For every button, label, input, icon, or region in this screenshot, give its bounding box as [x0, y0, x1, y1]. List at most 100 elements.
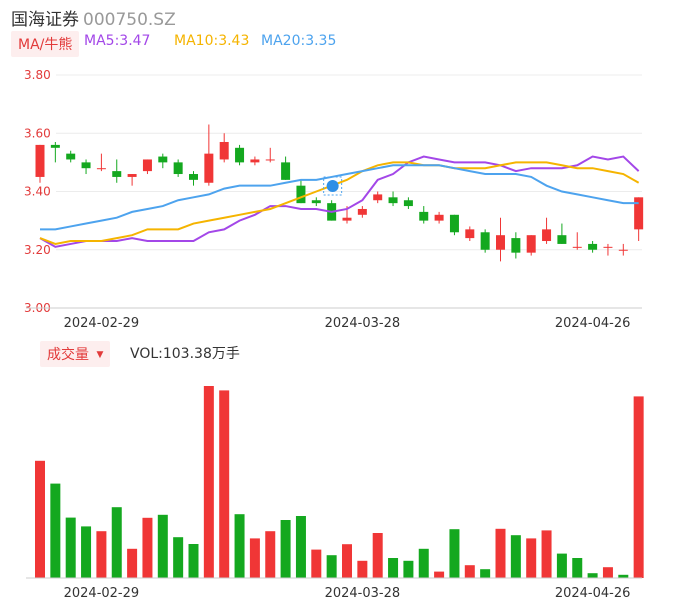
- candle-body: [265, 159, 275, 161]
- candle-body: [296, 185, 306, 204]
- candle: [96, 153, 106, 172]
- candle-body: [480, 232, 490, 250]
- candle-body: [634, 197, 644, 230]
- candle-body: [142, 159, 152, 172]
- candle: [296, 179, 306, 204]
- candle: [35, 144, 45, 183]
- candle: [480, 229, 490, 253]
- candle-body: [403, 200, 413, 207]
- candle-body: [219, 141, 229, 160]
- x-tick-label: 2024-04-26: [555, 586, 631, 601]
- candle: [373, 191, 383, 204]
- volume-bar: [295, 516, 306, 578]
- ma20-line: [40, 164, 639, 231]
- candle-body: [542, 229, 552, 242]
- volume-bar: [280, 520, 291, 578]
- volume-bar: [342, 544, 352, 578]
- volume-bar: [587, 573, 598, 578]
- volume-bar: [157, 514, 168, 578]
- ma-toggle-button[interactable]: MA/牛熊: [11, 31, 80, 57]
- candle-body: [342, 217, 352, 221]
- candle-body: [112, 171, 122, 177]
- candle: [235, 144, 245, 166]
- volume-bar: [65, 517, 76, 578]
- candle-body: [250, 159, 260, 163]
- candle: [634, 197, 644, 242]
- volume-bar: [464, 565, 475, 578]
- candle: [265, 147, 275, 163]
- volume-bar: [357, 560, 368, 578]
- candle: [281, 156, 291, 180]
- candle-body: [572, 246, 582, 248]
- candle-body: [127, 174, 137, 177]
- volume-bar: [618, 574, 629, 578]
- candle: [572, 232, 582, 250]
- signal-marker-frame: [323, 176, 343, 196]
- candle-body: [603, 246, 613, 248]
- volume-indicator-button[interactable]: 成交量 ▼: [40, 341, 111, 367]
- volume-bar: [35, 460, 45, 578]
- dropdown-triangle-icon: ▼: [96, 350, 104, 360]
- candle-body: [465, 229, 475, 239]
- volume-bar: [188, 544, 199, 578]
- ma10-line: [39, 161, 640, 245]
- candle: [112, 159, 122, 183]
- candle-body: [189, 174, 198, 180]
- volume-indicator-label: 成交量: [47, 347, 89, 363]
- volume-bar: [449, 529, 460, 578]
- volume-bar: [234, 514, 245, 578]
- candle: [511, 232, 521, 259]
- candle: [219, 133, 229, 163]
- candle: [357, 206, 367, 218]
- candle: [127, 174, 137, 186]
- volume-bar: [434, 571, 445, 578]
- candle-body: [35, 144, 45, 177]
- candle-body: [235, 147, 245, 163]
- candle-body: [50, 144, 60, 148]
- volume-bar: [249, 538, 260, 578]
- candle: [50, 141, 60, 163]
- volume-bar: [572, 558, 583, 578]
- volume-bar: [633, 396, 644, 578]
- candle: [557, 223, 567, 244]
- candle: [542, 217, 552, 244]
- candle-body: [526, 235, 536, 253]
- signal-marker-icon: [323, 176, 343, 196]
- y-tick-label: 3.60: [24, 126, 51, 140]
- candle-body: [96, 168, 106, 170]
- volume-bar: [526, 538, 537, 578]
- candle: [434, 211, 444, 224]
- volume-bar: [510, 535, 521, 578]
- stock-code: 000750.SZ: [83, 10, 176, 30]
- stock-name: 国海证券: [11, 10, 79, 30]
- signal-marker-dot: [326, 180, 339, 192]
- candle: [419, 206, 429, 224]
- candle: [66, 150, 76, 163]
- volume-bar: [326, 555, 337, 578]
- volume-bar: [50, 483, 61, 578]
- candle-body: [173, 162, 183, 175]
- candle: [158, 153, 168, 169]
- candle-body: [434, 214, 444, 221]
- volume-bar: [219, 390, 230, 578]
- ma10-legend: MA10:3.43: [174, 33, 250, 49]
- candle: [403, 197, 413, 209]
- volume-bar: [311, 549, 322, 578]
- volume-bar: [203, 386, 214, 578]
- ma5-legend: MA5:3.47: [84, 33, 151, 49]
- candle: [496, 217, 505, 262]
- x-tick-label: 2024-03-28: [325, 316, 401, 331]
- volume-bar: [556, 553, 567, 578]
- candle: [142, 159, 152, 175]
- stock-title: 国海证券 000750.SZ: [11, 5, 176, 30]
- candle-body: [357, 208, 367, 215]
- candle: [449, 214, 459, 236]
- candle: [311, 197, 321, 207]
- candle: [526, 235, 536, 256]
- candle-body: [311, 200, 321, 204]
- candle: [603, 243, 613, 256]
- x-tick-label: 2024-02-29: [64, 586, 140, 601]
- candle: [204, 124, 214, 186]
- volume-bar: [173, 537, 184, 578]
